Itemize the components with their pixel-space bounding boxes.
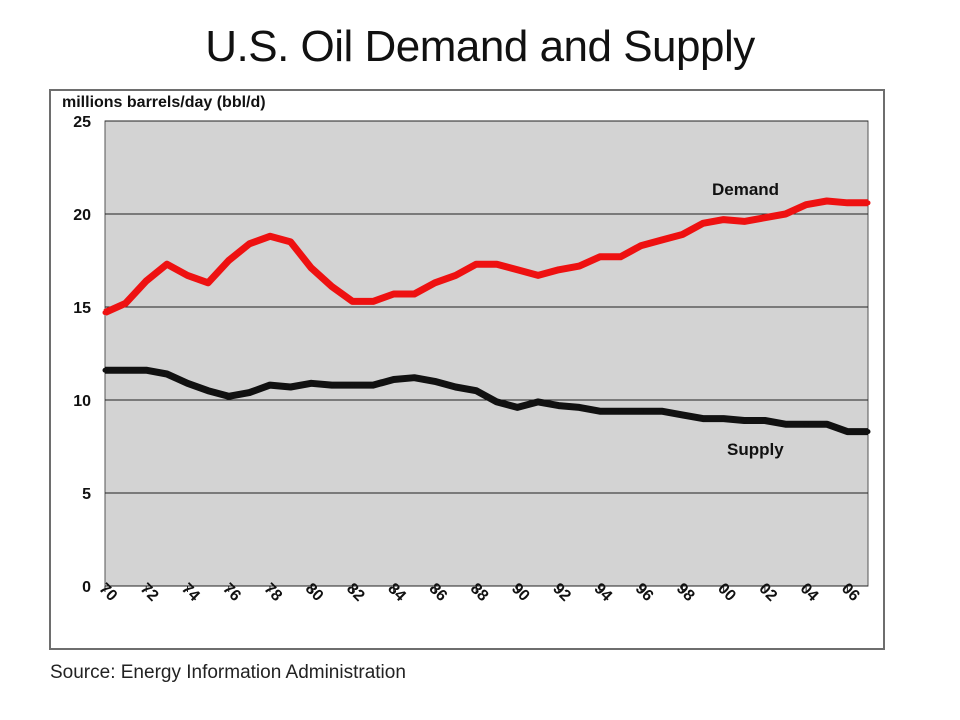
chart-title: U.S. Oil Demand and Supply: [205, 22, 755, 71]
data-point-demand: [638, 243, 644, 249]
data-point-supply: [102, 367, 108, 373]
data-point-supply: [349, 382, 355, 388]
data-point-supply: [824, 421, 830, 427]
data-point-demand: [164, 261, 170, 267]
data-point-supply: [226, 393, 232, 399]
data-point-supply: [556, 403, 562, 409]
data-point-supply: [844, 429, 850, 435]
data-point-demand: [473, 261, 479, 267]
data-point-demand: [453, 272, 459, 278]
data-point-demand: [659, 237, 665, 243]
source-note: Source: Energy Information Administratio…: [50, 662, 406, 683]
data-point-supply: [370, 382, 376, 388]
data-point-supply: [762, 417, 768, 423]
data-point-demand: [762, 215, 768, 221]
data-point-supply: [638, 408, 644, 414]
data-point-demand: [576, 263, 582, 269]
y-tick-label: 15: [73, 300, 91, 317]
data-point-supply: [453, 384, 459, 390]
data-point-demand: [391, 291, 397, 297]
data-point-supply: [267, 382, 273, 388]
data-point-demand: [844, 200, 850, 206]
data-point-supply: [329, 382, 335, 388]
data-point-demand: [226, 258, 232, 263]
data-point-supply: [576, 404, 582, 410]
data-point-demand: [370, 298, 376, 304]
data-point-demand: [700, 220, 706, 226]
series-label-demand: Demand: [712, 180, 779, 199]
data-point-demand: [803, 202, 809, 208]
data-point-supply: [783, 421, 789, 427]
data-point-demand: [432, 280, 438, 286]
series-line-supply: [105, 366, 868, 436]
y-tick-label: 10: [73, 393, 91, 410]
data-point-supply: [473, 388, 479, 394]
data-point-supply: [700, 416, 706, 422]
data-point-supply: [514, 404, 520, 410]
data-point-demand: [514, 267, 520, 273]
data-point-demand: [721, 217, 727, 223]
data-point-demand: [267, 233, 273, 239]
data-point-demand: [205, 280, 211, 286]
data-point-supply: [659, 408, 665, 414]
data-point-supply: [865, 429, 871, 435]
data-point-supply: [741, 417, 747, 423]
data-point-demand: [865, 200, 871, 206]
data-point-supply: [679, 412, 685, 418]
data-point-demand: [123, 300, 129, 306]
series-label-supply: Supply: [727, 440, 784, 459]
data-point-demand: [783, 211, 789, 217]
data-point-demand: [288, 239, 294, 245]
data-point-supply: [411, 375, 417, 381]
y-axis-label: millions barrels/day (bbl/d): [62, 94, 266, 111]
data-point-demand: [618, 254, 624, 260]
y-tick-label: 5: [82, 486, 91, 503]
data-point-demand: [494, 261, 500, 267]
data-point-supply: [246, 390, 252, 396]
data-point-supply: [618, 408, 624, 414]
data-point-demand: [535, 272, 541, 278]
data-point-supply: [391, 377, 397, 383]
data-point-supply: [535, 399, 541, 405]
data-point-supply: [597, 408, 603, 414]
data-point-demand: [411, 291, 417, 297]
data-point-demand: [246, 241, 252, 247]
y-tick-label: 20: [73, 207, 91, 224]
data-point-demand: [824, 198, 830, 204]
data-point-supply: [184, 380, 190, 386]
data-point-demand: [597, 254, 603, 260]
data-point-supply: [494, 399, 500, 405]
data-point-demand: [679, 231, 685, 237]
data-point-supply: [123, 367, 129, 373]
data-point-supply: [803, 421, 809, 427]
data-point-supply: [143, 367, 149, 373]
data-point-supply: [432, 378, 438, 384]
data-point-demand: [184, 272, 190, 278]
y-tick-label: 25: [73, 114, 91, 131]
plot-area: [104, 120, 869, 587]
data-point-demand: [349, 298, 355, 304]
y-tick-label: 0: [82, 579, 91, 596]
data-point-demand: [308, 265, 314, 271]
data-point-demand: [556, 267, 562, 273]
data-point-supply: [164, 371, 170, 377]
data-point-demand: [741, 218, 747, 224]
data-point-demand: [102, 310, 108, 316]
series-line-demand: [103, 197, 868, 316]
data-point-supply: [288, 384, 294, 390]
data-point-supply: [205, 388, 211, 394]
data-point-supply: [308, 380, 314, 386]
data-point-demand: [143, 278, 149, 284]
data-point-demand: [329, 284, 335, 290]
data-point-supply: [721, 416, 727, 422]
